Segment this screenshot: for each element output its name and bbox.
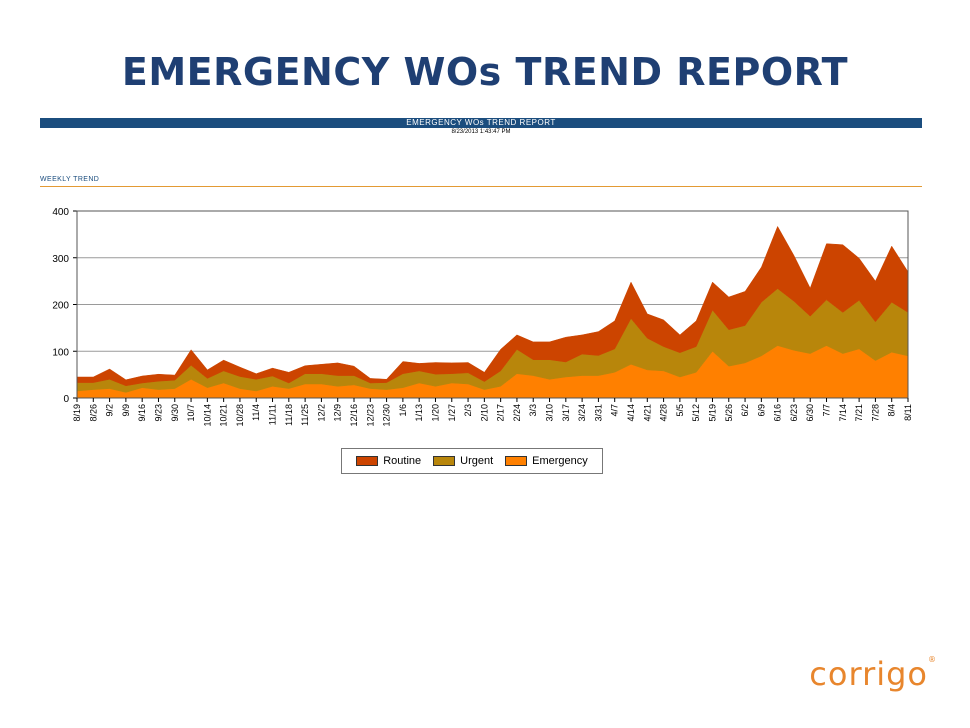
x-tick-label: 9/23: [153, 404, 163, 422]
corrigo-logo: corrigo®: [809, 655, 937, 693]
x-tick-label: 10/21: [219, 404, 229, 427]
x-tick-label: 5/12: [691, 404, 701, 422]
x-tick-label: 5/19: [707, 404, 717, 422]
x-tick-label: 3/10: [545, 404, 555, 422]
y-tick-label: 200: [52, 301, 69, 312]
x-tick-label: 8/11: [903, 404, 913, 421]
chart-legend: Routine Urgent Emergency: [341, 448, 603, 474]
x-tick-label: 4/14: [626, 404, 636, 422]
x-tick-label: 12/2: [316, 404, 326, 422]
x-tick-label: 11/18: [284, 404, 294, 426]
x-tick-label: 3/17: [561, 404, 571, 422]
x-tick-label: 1/13: [414, 404, 424, 422]
x-tick-label: 10/14: [202, 404, 212, 427]
brand-wordmark: corrigo: [809, 655, 928, 693]
legend-item-emergency: Emergency: [505, 455, 588, 467]
legend-label-routine: Routine: [383, 455, 422, 467]
x-tick-label: 12/9: [333, 404, 343, 422]
x-tick-label: 8/4: [887, 404, 897, 417]
x-tick-label: 2/10: [479, 404, 489, 422]
x-tick-label: 7/28: [870, 404, 880, 422]
legend-swatch-urgent: [433, 456, 456, 466]
x-tick-label: 10/28: [235, 404, 245, 427]
section-label: WEEKLY TREND: [40, 176, 100, 183]
x-tick-label: 11/11: [268, 404, 278, 425]
section-divider: [40, 186, 922, 187]
x-tick-label: 4/7: [610, 404, 620, 417]
x-tick-label: 4/28: [659, 404, 669, 422]
x-tick-label: 6/30: [805, 404, 815, 422]
legend-swatch-emergency: [505, 456, 528, 466]
x-tick-label: 5/5: [675, 404, 685, 417]
x-tick-label: 11/25: [300, 404, 310, 426]
x-tick-label: 7/21: [854, 404, 864, 422]
report-timestamp: 8/23/2013 1:43:47 PM: [451, 129, 511, 135]
legend-label-emergency: Emergency: [532, 455, 588, 467]
x-tick-label: 3/3: [528, 404, 538, 417]
x-tick-label: 12/30: [382, 404, 392, 427]
x-tick-label: 2/17: [496, 404, 506, 422]
legend-label-urgent: Urgent: [460, 455, 494, 467]
x-tick-label: 7/7: [822, 404, 832, 417]
x-tick-label: 3/31: [593, 404, 603, 422]
x-tick-label: 1/20: [430, 404, 440, 422]
x-tick-label: 5/26: [724, 404, 734, 422]
x-tick-label: 10/7: [186, 404, 196, 422]
x-tick-label: 1/6: [398, 404, 408, 417]
x-tick-label: 8/26: [88, 404, 98, 422]
x-tick-label: 3/24: [577, 404, 587, 422]
x-tick-label: 12/23: [365, 404, 375, 427]
x-tick-label: 2/3: [463, 404, 473, 417]
x-tick-label: 6/2: [740, 404, 750, 417]
plot-border: [76, 210, 909, 399]
legend-item-urgent: Urgent: [433, 455, 493, 467]
x-tick-label: 6/16: [773, 404, 783, 422]
x-tick-label: 7/14: [838, 404, 848, 422]
y-tick-label: 300: [52, 254, 69, 265]
x-tick-label: 12/16: [349, 404, 359, 427]
x-tick-label: 9/30: [170, 404, 180, 422]
x-tick-label: 11/4: [251, 404, 261, 421]
y-tick-label: 0: [63, 394, 69, 405]
report-header-bar: EMERGENCY WOs TREND REPORT: [40, 118, 922, 128]
legend-item-routine: Routine: [356, 455, 421, 467]
x-tick-label: 1/27: [447, 404, 457, 422]
x-tick-label: 4/21: [642, 404, 652, 422]
y-tick-label: 400: [52, 207, 69, 218]
x-tick-label: 9/9: [121, 404, 131, 417]
x-tick-label: 9/2: [105, 404, 115, 417]
y-tick-label: 100: [52, 347, 69, 358]
x-tick-label: 2/24: [512, 404, 522, 422]
x-tick-label: 6/23: [789, 404, 799, 422]
x-tick-label: 9/16: [137, 404, 147, 422]
slide-title: EMERGENCY WOs TREND REPORT: [121, 50, 849, 94]
x-tick-label: 8/19: [72, 404, 82, 422]
legend-swatch-routine: [356, 456, 379, 466]
x-tick-label: 6/9: [756, 404, 766, 417]
